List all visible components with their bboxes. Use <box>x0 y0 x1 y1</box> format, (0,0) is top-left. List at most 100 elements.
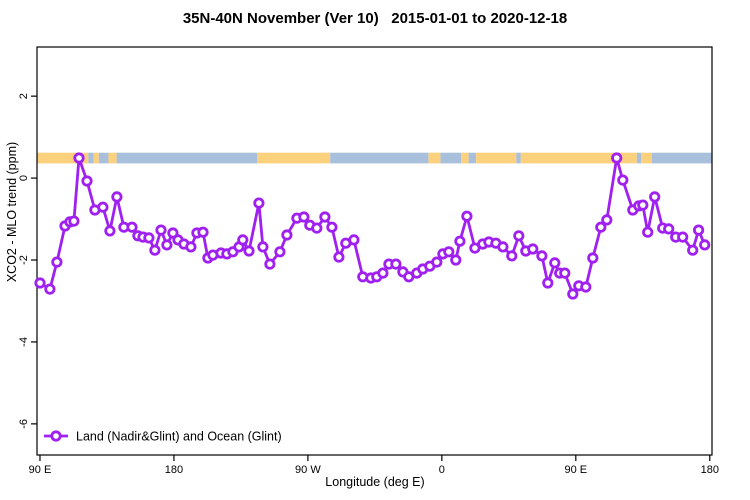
band-segment-land <box>108 152 117 164</box>
y-tick-label: 0 <box>18 175 30 181</box>
data-point-marker <box>319 211 331 223</box>
data-point-marker <box>155 224 167 236</box>
data-point-marker <box>126 221 138 233</box>
data-point-marker <box>161 239 173 251</box>
y-tick-label: -2 <box>18 255 30 265</box>
data-point-marker <box>513 230 525 242</box>
data-point-marker <box>111 191 123 203</box>
x-tick-label: 180 <box>701 464 719 476</box>
data-point-marker <box>461 210 473 222</box>
data-point-marker <box>264 258 276 270</box>
y-axis-label: XCO2 - MLO trend (ppm) <box>5 142 19 282</box>
band-segment-ocean <box>116 152 258 164</box>
data-point-marker <box>692 224 705 236</box>
band-segment-ocean <box>636 152 642 164</box>
land-ocean-band <box>37 152 712 164</box>
x-tick-label: 90 E <box>29 464 52 476</box>
band-segment-ocean <box>468 152 476 164</box>
data-point-marker <box>587 252 599 264</box>
x-tick-label: 90 E <box>564 464 587 476</box>
data-point-marker <box>527 243 539 255</box>
x-axis-ticks: 90 E 180 90 W 0 90 E 180 <box>29 455 719 476</box>
data-point-marker <box>253 197 265 209</box>
data-point-marker <box>454 235 466 247</box>
data-point-marker <box>257 241 269 253</box>
data-point-marker <box>663 223 675 235</box>
data-point-marker <box>431 256 443 268</box>
data-point-marker <box>617 174 629 186</box>
band-segment-land <box>257 152 331 164</box>
band-segment-ocean <box>88 152 94 164</box>
data-series <box>34 152 711 300</box>
band-segment-land <box>641 152 652 164</box>
data-point-marker <box>601 214 613 226</box>
data-point-marker <box>677 231 689 243</box>
data-point-marker <box>567 288 579 300</box>
data-point-marker <box>34 277 46 289</box>
data-point-marker <box>185 241 197 253</box>
data-point-marker <box>197 226 209 238</box>
data-point-marker <box>68 215 80 227</box>
data-point-marker <box>559 267 571 279</box>
x-tick-label: 90 W <box>295 464 321 476</box>
data-point-marker <box>506 250 518 262</box>
data-point-marker <box>699 239 711 251</box>
data-point-marker <box>51 256 63 268</box>
x-axis-label: Longitude (deg E) <box>325 475 424 489</box>
data-point-marker <box>167 227 179 239</box>
band-segment-land <box>461 152 469 164</box>
data-point-marker <box>377 267 389 279</box>
band-segment-ocean <box>98 152 109 164</box>
band-segment-ocean <box>440 152 462 164</box>
legend-entry-label: Land (Nadir&Glint) and Ocean (Glint) <box>76 430 282 444</box>
chart-title: 35N-40N November (Ver 10) 2015-01-01 to … <box>182 10 568 27</box>
data-point-marker <box>649 191 661 203</box>
x-tick-label: 0 <box>439 464 445 476</box>
band-segment-land <box>476 152 517 164</box>
band-segment-land <box>428 152 441 164</box>
data-point-marker <box>542 277 554 289</box>
legend-marker-icon <box>50 430 62 442</box>
data-point-marker <box>549 257 561 269</box>
data-point-marker <box>443 246 455 258</box>
band-segment-ocean <box>516 152 521 164</box>
data-point-marker <box>333 251 345 263</box>
data-point-marker <box>44 283 56 295</box>
x-tick-label: 180 <box>165 464 183 476</box>
band-segment-land <box>37 152 89 164</box>
data-point-marker <box>97 201 109 213</box>
data-point-marker <box>104 225 116 237</box>
data-point-marker <box>348 234 360 246</box>
legend: Land (Nadir&Glint) and Ocean (Glint) <box>44 430 282 444</box>
data-point-marker <box>595 221 607 233</box>
data-point-marker <box>390 258 402 270</box>
data-point-marker <box>687 244 699 256</box>
data-point-marker <box>536 250 548 262</box>
data-point-marker <box>143 232 155 244</box>
data-point-marker <box>450 254 462 266</box>
data-point-marker <box>81 175 93 187</box>
data-point-marker <box>243 245 255 257</box>
y-tick-label: 2 <box>18 93 30 99</box>
band-segment-ocean <box>330 152 429 164</box>
data-point-marker <box>274 246 286 258</box>
y-axis-ticks: 2 0 -2 -4 -6 <box>18 93 37 429</box>
data-point-marker <box>149 244 161 256</box>
data-point-marker <box>580 281 592 293</box>
band-segment-land <box>93 152 99 164</box>
y-tick-label: -6 <box>18 419 30 429</box>
plot-frame <box>36 46 713 456</box>
data-point-marker <box>73 152 85 164</box>
data-point-marker <box>326 221 338 233</box>
data-point-marker <box>281 229 293 241</box>
data-point-marker <box>637 199 649 211</box>
band-segment-ocean <box>651 152 712 164</box>
data-point-marker <box>497 241 509 253</box>
data-point-marker <box>611 152 623 164</box>
data-point-marker <box>298 211 310 223</box>
y-tick-label: -4 <box>18 337 30 347</box>
data-point-marker <box>642 226 654 238</box>
data-point-marker <box>237 234 249 246</box>
